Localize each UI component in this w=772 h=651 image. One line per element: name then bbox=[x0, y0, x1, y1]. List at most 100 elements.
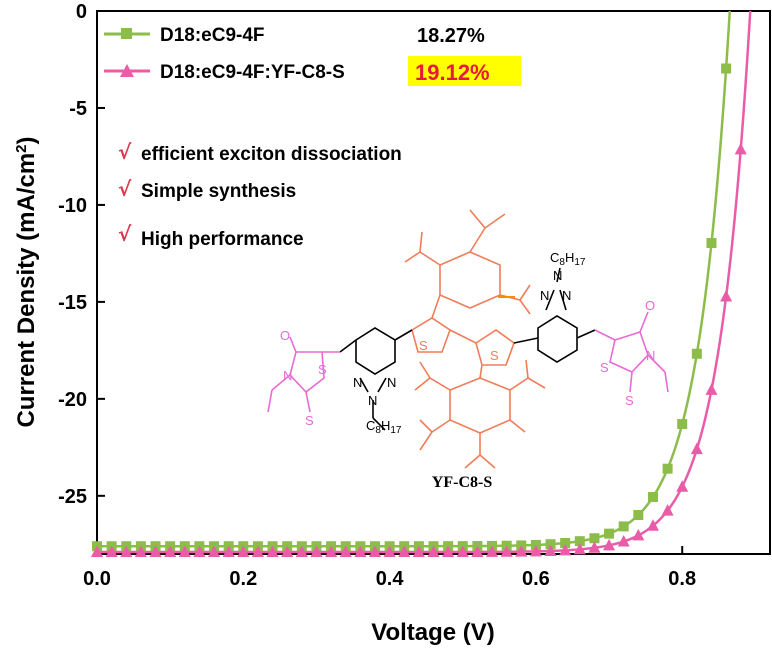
svg-text:S: S bbox=[419, 338, 428, 353]
legend-marker-1 bbox=[121, 28, 132, 39]
y-tick-label-0: 0 bbox=[76, 1, 87, 23]
y-tick-label-3: -15 bbox=[58, 292, 87, 314]
check-icon-1: √ bbox=[118, 140, 132, 164]
molecule-structure: S S N N N C8H17 N N N C8H17 O S N S O S … bbox=[267, 209, 669, 469]
series-1-point-41 bbox=[690, 442, 703, 455]
series-1-point-43 bbox=[720, 289, 733, 302]
series-1-point-11 bbox=[251, 545, 264, 558]
series-1-point-4 bbox=[149, 545, 162, 558]
legend: D18:eC9-4F 18.27% D18:eC9-4F:YF-C8-S 19.… bbox=[104, 25, 521, 86]
y-axis-title-end: ) bbox=[13, 136, 40, 144]
molecule-benzotriazoles bbox=[339, 267, 596, 431]
y-axis-title-sup: 2 bbox=[13, 144, 30, 152]
svg-text:O: O bbox=[280, 328, 290, 343]
series-0-point-39 bbox=[662, 463, 673, 474]
legend-pce-1: 18.27% bbox=[417, 25, 485, 47]
series-1-point-21 bbox=[398, 545, 411, 558]
molecule-atom-labels: S S N N N C8H17 N N N C8H17 O S N S O S … bbox=[280, 250, 655, 436]
series-1-point-3 bbox=[134, 545, 147, 558]
series-1-point-26 bbox=[471, 545, 484, 557]
series-1-point-44 bbox=[734, 142, 747, 155]
series-1-point-8 bbox=[208, 545, 221, 558]
svg-text:N: N bbox=[540, 288, 549, 303]
check-icon-2: √ bbox=[118, 177, 132, 201]
feature-notes: √ efficient exciton dissociation √ Simpl… bbox=[118, 140, 402, 250]
svg-text:C8H17: C8H17 bbox=[550, 250, 586, 268]
series-1-point-38 bbox=[646, 519, 659, 531]
series-0-point-40 bbox=[677, 419, 688, 430]
legend-pce-2: 19.12% bbox=[415, 60, 490, 85]
series-1-point-25 bbox=[456, 545, 469, 557]
svg-text:S: S bbox=[318, 362, 327, 377]
check-icon-3: √ bbox=[118, 222, 132, 246]
series-1-point-18 bbox=[354, 545, 367, 558]
y-tick-label-4: -20 bbox=[58, 389, 87, 411]
y-tick-label-5: -25 bbox=[58, 486, 87, 508]
series-1-point-27 bbox=[486, 545, 499, 557]
series-1-point-10 bbox=[237, 545, 250, 558]
x-tick-label-4: 0.8 bbox=[668, 568, 696, 590]
series-1-point-31 bbox=[544, 544, 557, 556]
series-1-point-36 bbox=[617, 534, 630, 547]
y-tick-label-2: -10 bbox=[58, 195, 87, 217]
svg-text:N: N bbox=[387, 375, 396, 390]
svg-text:O: O bbox=[645, 298, 655, 313]
series-line-1 bbox=[97, 10, 752, 554]
svg-text:S: S bbox=[625, 393, 634, 408]
svg-text:S: S bbox=[490, 348, 499, 363]
series-1-point-15 bbox=[310, 545, 323, 558]
series-1-point-34 bbox=[588, 541, 601, 553]
series-1-point-0 bbox=[91, 545, 103, 558]
series-0-point-33 bbox=[574, 536, 585, 547]
series-1-point-6 bbox=[178, 545, 191, 558]
svg-text:N: N bbox=[562, 288, 571, 303]
series-0-point-38 bbox=[647, 492, 658, 503]
y-axis-title: Current Density (mA/cm2) bbox=[13, 136, 41, 427]
series-1-point-42 bbox=[705, 383, 718, 395]
x-tick-label-0: 0.0 bbox=[83, 568, 111, 590]
x-tick-label-3: 0.6 bbox=[522, 568, 550, 590]
series-1-point-5 bbox=[164, 545, 177, 558]
series-1-point-40 bbox=[676, 480, 689, 492]
series-0-point-35 bbox=[604, 528, 615, 539]
series-1-point-17 bbox=[339, 545, 352, 558]
svg-text:C8H17: C8H17 bbox=[366, 418, 402, 436]
svg-text:N: N bbox=[283, 368, 292, 383]
series-line-0 bbox=[97, 10, 732, 548]
series-1-point-20 bbox=[383, 545, 396, 558]
svg-text:N: N bbox=[353, 375, 362, 390]
series-0-point-34 bbox=[589, 533, 600, 544]
x-tick-label-1: 0.2 bbox=[229, 568, 257, 590]
series-1-point-13 bbox=[281, 545, 294, 558]
series-0-point-37 bbox=[633, 509, 644, 520]
x-axis-title: Voltage (V) bbox=[371, 619, 495, 646]
series-1-point-9 bbox=[222, 545, 235, 558]
series-0-point-32 bbox=[560, 538, 571, 549]
note-2: Simple synthesis bbox=[141, 181, 296, 202]
legend-label-2: D18:eC9-4F:YF-C8-S bbox=[160, 62, 345, 83]
series-1-point-19 bbox=[368, 545, 381, 558]
svg-text:N: N bbox=[553, 268, 562, 283]
molecule-end-groups bbox=[267, 311, 669, 413]
jv-markers bbox=[91, 63, 747, 558]
series-0-point-43 bbox=[721, 63, 732, 74]
series-1-point-33 bbox=[573, 542, 586, 555]
jv-curves bbox=[97, 10, 752, 554]
series-1-point-7 bbox=[193, 545, 206, 558]
y-tick-label-1: -5 bbox=[69, 98, 87, 120]
series-0-point-36 bbox=[618, 521, 629, 532]
series-1-point-12 bbox=[266, 545, 279, 558]
series-0-point-41 bbox=[691, 348, 702, 359]
series-1-point-16 bbox=[325, 545, 338, 558]
series-1-point-2 bbox=[120, 545, 133, 558]
series-1-point-22 bbox=[412, 545, 425, 558]
svg-text:S: S bbox=[600, 360, 609, 375]
y-axis-title-main: Current Density (mA/cm bbox=[13, 153, 40, 428]
note-1: efficient exciton dissociation bbox=[141, 144, 402, 165]
series-1-point-32 bbox=[559, 543, 572, 556]
note-3: High performance bbox=[141, 229, 304, 250]
series-1-point-23 bbox=[427, 545, 440, 558]
series-0-point-31 bbox=[545, 539, 556, 550]
svg-text:S: S bbox=[305, 413, 314, 428]
